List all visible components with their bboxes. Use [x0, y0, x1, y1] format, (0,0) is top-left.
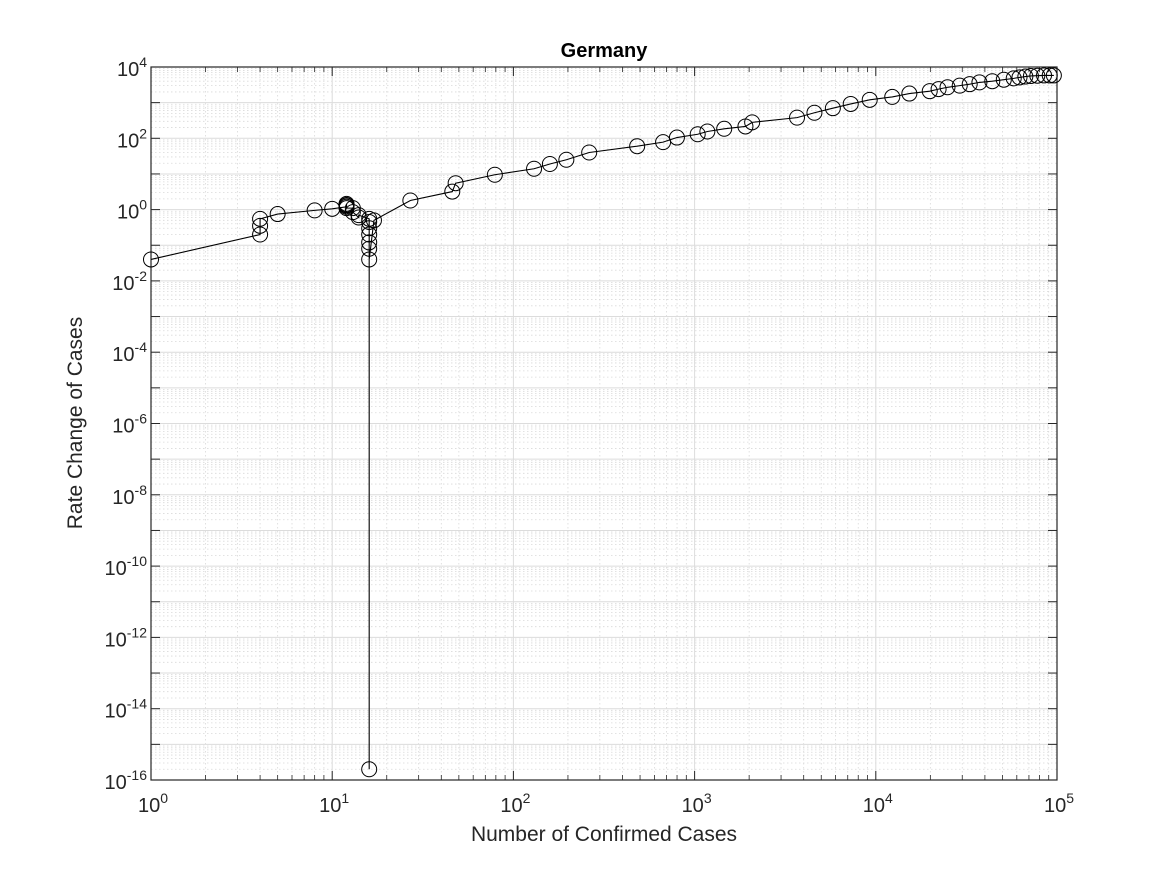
data-point-marker	[961, 76, 978, 93]
data-point-marker	[306, 202, 323, 219]
data-point-marker	[1036, 67, 1053, 84]
y-tick-label: 10-8	[112, 482, 147, 509]
data-point-marker	[629, 138, 646, 155]
data-point-marker	[951, 77, 968, 94]
data-point-marker	[526, 160, 543, 177]
series-line	[150, 74, 1054, 770]
data-point-marker	[699, 123, 716, 140]
data-point-marker	[541, 156, 558, 173]
data-point-marker	[806, 104, 823, 121]
data-point-marker	[361, 251, 378, 268]
data-point-marker	[789, 109, 806, 126]
y-tick-label: 10-14	[105, 696, 148, 723]
data-point-marker	[824, 100, 841, 117]
x-tick-label: 105	[1044, 790, 1074, 817]
major-grid	[150, 66, 1058, 781]
data-point-marker	[558, 151, 575, 168]
data-point-marker	[1005, 70, 1022, 87]
y-tick-label: 102	[117, 125, 147, 152]
data-point-marker	[1011, 69, 1028, 86]
y-tick-label: 10-12	[105, 624, 148, 651]
data-point-marker	[365, 212, 382, 229]
data-point-marker	[984, 73, 1001, 90]
data-point-marker	[1029, 67, 1046, 84]
y-tick-label: 10-2	[112, 268, 147, 295]
data-point-marker	[402, 192, 419, 209]
data-point-marker	[689, 126, 706, 143]
x-tick-label: 103	[682, 790, 712, 817]
data-point-marker	[1017, 68, 1034, 85]
data-point-marker	[901, 85, 918, 102]
chart-title: Germany	[561, 40, 649, 62]
data-point-marker	[668, 129, 685, 146]
data-point-marker	[716, 120, 733, 137]
y-axis-label: Rate Change of Cases	[64, 317, 87, 529]
y-tick-label: 10-6	[112, 411, 147, 438]
data-point-marker	[361, 240, 378, 257]
y-tick-label: 10-4	[112, 339, 147, 366]
x-tick-label: 102	[500, 790, 530, 817]
data-point-marker	[939, 79, 956, 96]
data-point-marker	[921, 83, 938, 100]
data-point-marker	[252, 217, 269, 234]
y-tick-label: 10-10	[105, 553, 148, 580]
data-point-marker	[486, 166, 503, 183]
data-point-marker	[361, 761, 378, 778]
data-point-marker	[842, 95, 859, 112]
data-point-marker	[361, 226, 378, 243]
data-point-marker	[1045, 67, 1062, 84]
y-tick-label: 104	[117, 54, 147, 81]
data-point-marker	[861, 91, 878, 108]
data-point-marker	[143, 251, 159, 268]
series-layer	[143, 67, 1062, 778]
data-point-marker	[252, 226, 269, 243]
data-point-marker	[447, 175, 464, 192]
y-tick-label: 10-16	[105, 767, 148, 794]
data-point-marker	[252, 210, 269, 227]
data-point-marker	[744, 114, 761, 131]
x-tick-label: 104	[863, 790, 893, 817]
x-tick-label: 100	[138, 790, 168, 817]
data-point-marker	[995, 71, 1012, 88]
x-tick-label: 101	[319, 790, 349, 817]
data-point-marker	[884, 88, 901, 105]
data-point-marker	[1041, 67, 1058, 84]
y-tick-labels: 104 102 100 10-2 10-4 10-6 10-8 10-10 10-12 10-14…	[105, 54, 148, 794]
data-point-marker	[930, 81, 947, 98]
data-point-marker	[269, 206, 286, 223]
data-point-marker	[444, 183, 461, 200]
data-point-marker	[1022, 67, 1039, 84]
x-tick-labels: 100 101 102 103 104 105	[138, 790, 1074, 817]
y-tick-label: 100	[117, 197, 147, 224]
x-axis-label: Number of Confirmed Cases	[471, 823, 737, 846]
data-point-marker	[361, 234, 378, 251]
axis-ticks	[150, 66, 1058, 781]
data-point-marker	[971, 74, 988, 91]
data-point-marker	[361, 220, 378, 237]
data-point-marker	[581, 144, 598, 161]
